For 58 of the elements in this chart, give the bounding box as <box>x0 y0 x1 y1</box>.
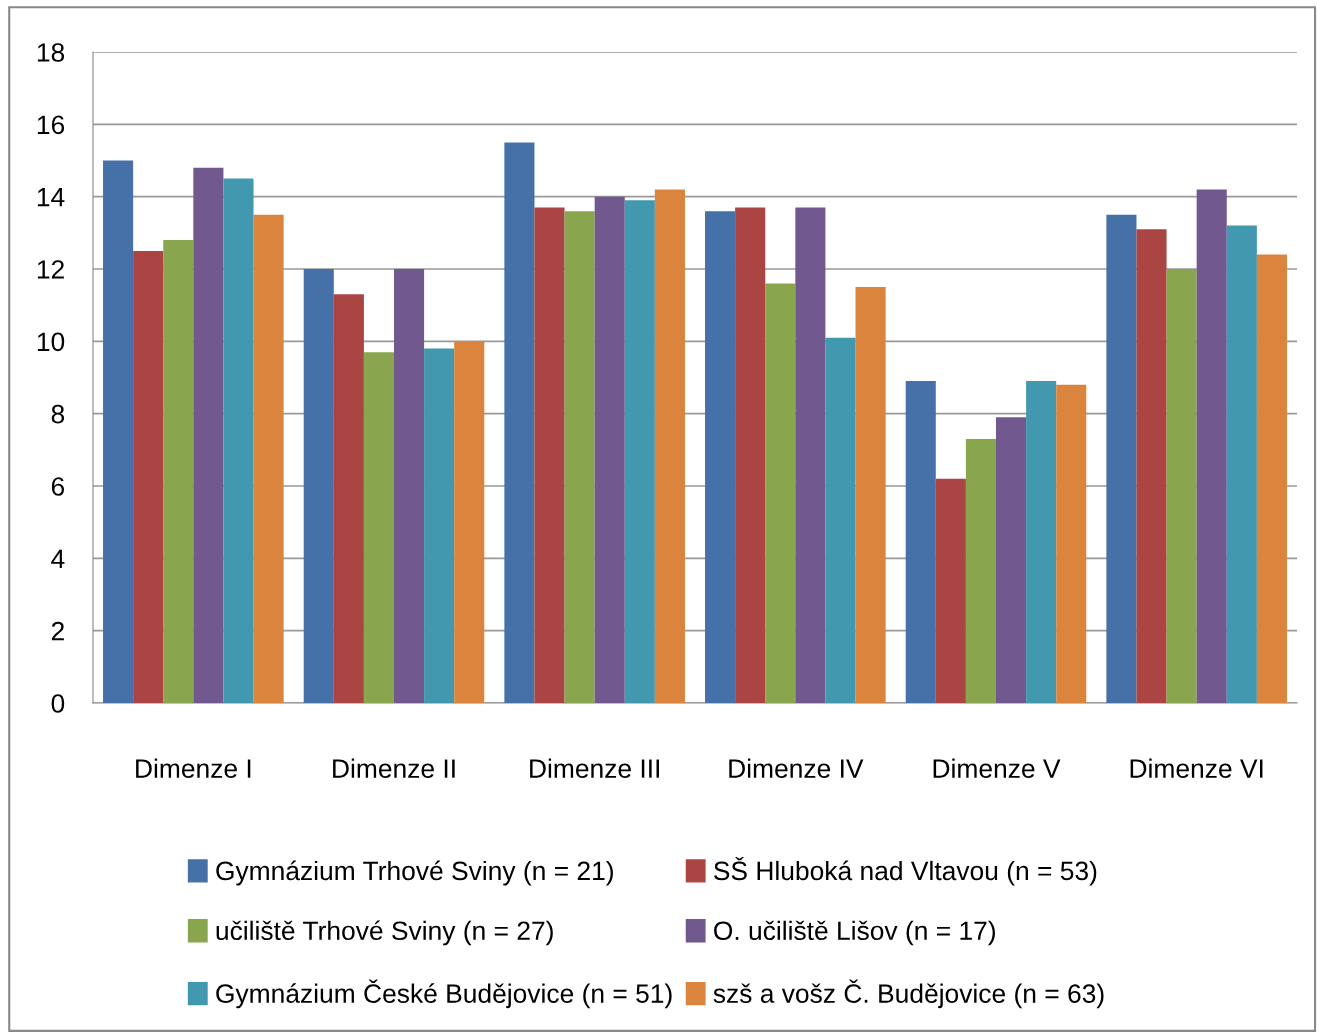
bar <box>363 352 394 703</box>
x-tick-label: Dimenze VI <box>1130 758 1263 778</box>
bar <box>594 196 625 703</box>
y-tick-label: 12 <box>37 260 64 279</box>
bar <box>855 287 886 703</box>
x-tick-label: Dimenze V <box>933 758 1061 778</box>
legend-label: szš a vošz Č. Budějovice (n = 63) <box>713 979 1104 1009</box>
y-tick-label: 10 <box>37 332 65 352</box>
bar <box>735 207 766 703</box>
bar <box>133 250 164 703</box>
y-tick-label: 0 <box>51 694 65 713</box>
bar <box>163 240 194 703</box>
bar <box>193 167 224 703</box>
x-tick-label: Dimenze I <box>136 758 251 778</box>
bar <box>1056 384 1087 703</box>
bar <box>1106 214 1137 703</box>
y-tick-label: 14 <box>37 188 65 207</box>
y-tick-label: 16 <box>37 115 65 135</box>
bar <box>454 341 485 703</box>
legend-label: učiliště Trhové Sviny (n = 27) <box>216 920 553 946</box>
bar <box>795 207 826 703</box>
bar <box>103 160 134 703</box>
bar <box>1256 254 1287 703</box>
y-tick-label: 6 <box>51 477 65 496</box>
x-tick-label: Dimenze II <box>333 758 455 778</box>
bar <box>223 178 254 703</box>
bar <box>1136 229 1167 703</box>
legend-label: O. učiliště Lišov (n = 17) <box>714 920 995 946</box>
bar <box>504 142 535 703</box>
bar <box>765 283 796 703</box>
bar <box>1166 269 1197 703</box>
x-tick-label: Dimenze IV <box>729 758 864 778</box>
bar <box>825 337 856 703</box>
bar <box>905 381 936 703</box>
bar <box>333 294 364 703</box>
bar <box>424 348 455 703</box>
bar <box>624 200 655 703</box>
y-tick-label: 18 <box>37 43 65 62</box>
bar <box>394 269 425 703</box>
bar <box>965 438 996 703</box>
bar <box>1196 189 1227 703</box>
bar <box>705 211 736 703</box>
bar <box>1026 381 1057 703</box>
bar <box>996 417 1027 703</box>
y-tick-label: 4 <box>51 549 65 568</box>
bar <box>654 189 685 703</box>
bar <box>534 207 565 703</box>
legend-label: Gymnázium České Budějovice (n = 51) <box>216 979 672 1009</box>
legend-label: SŠ Hluboká nad Vltavou (n = 53) <box>714 856 1097 886</box>
legend-label: Gymnázium Trhové Sviny (n = 21) <box>216 860 613 886</box>
y-tick-label: 2 <box>51 621 64 641</box>
bar <box>564 211 595 703</box>
bar <box>303 269 334 703</box>
x-tick-label: Dimenze III <box>530 758 659 778</box>
bar <box>253 214 284 703</box>
y-tick-label: 8 <box>51 404 65 424</box>
bar <box>1226 225 1257 703</box>
bar <box>935 478 966 703</box>
